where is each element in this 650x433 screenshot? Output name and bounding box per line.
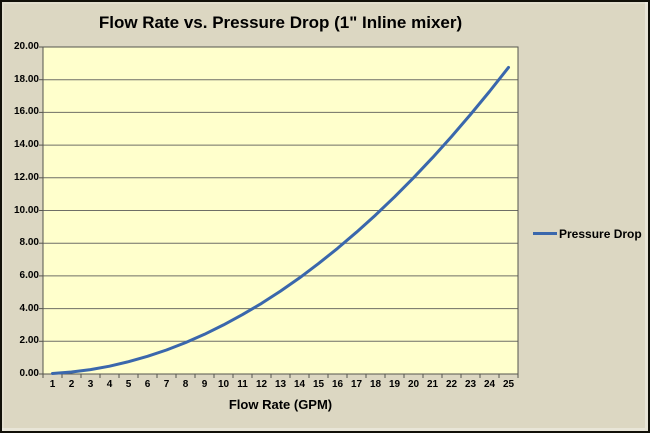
pressure-drop-curve: [51, 65, 510, 375]
x-tick-label: 2: [68, 379, 75, 390]
x-tick-label: 12: [255, 379, 268, 390]
x-tick-label: 14: [293, 379, 306, 390]
y-tick-label: 10.00: [13, 204, 39, 216]
y-tick-label: 4.00: [19, 302, 39, 314]
y-tick-label: 20.00: [13, 41, 39, 52]
x-tick-label: 17: [350, 379, 363, 390]
legend-label: Pressure Drop: [559, 226, 642, 241]
y-tick-label: 18.00: [13, 73, 39, 85]
x-tick-label: 22: [445, 379, 458, 390]
x-tick-label: 7: [163, 379, 170, 390]
x-tick-label: 24: [483, 379, 496, 390]
x-tick-label: 10: [217, 379, 230, 390]
legend-line-sample-icon: [533, 232, 557, 235]
x-axis-title: Flow Rate (GPM): [228, 397, 333, 412]
x-tick-label: 20: [407, 379, 420, 390]
y-tick-label: 12.00: [13, 171, 39, 183]
x-tick-label: 4: [106, 379, 113, 390]
y-tick-label: 8.00: [19, 237, 39, 249]
y-tick-label: 14.00: [13, 139, 39, 151]
x-tick-label: 23: [464, 379, 477, 390]
x-tick-label: 1: [49, 379, 56, 390]
y-tick-label: 16.00: [13, 106, 39, 118]
chart-title: Flow Rate vs. Pressure Drop (1" Inline m…: [98, 13, 463, 32]
x-tick-label: 9: [201, 379, 208, 390]
x-tick-label: 3: [87, 379, 94, 390]
y-tick-label: 6.00: [19, 269, 39, 281]
x-tick-label: 16: [331, 379, 344, 390]
y-tick-label: 2.00: [19, 335, 39, 347]
x-tick-label: 5: [125, 379, 132, 390]
x-tick-label: 15: [312, 379, 325, 390]
x-tick-label: 8: [182, 379, 189, 390]
x-tick-label: 19: [388, 379, 401, 390]
plot-border: [42, 46, 519, 375]
x-tick-label: 6: [144, 379, 151, 390]
x-tick-label: 11: [237, 379, 248, 390]
y-tick-label: 0.00: [19, 368, 39, 379]
legend: Pressure Drop: [533, 226, 642, 241]
x-tick-label: 25: [502, 379, 515, 390]
x-tick-label: 21: [426, 379, 439, 390]
x-tick-label: 13: [274, 379, 287, 390]
x-tick-label: 18: [369, 379, 382, 390]
